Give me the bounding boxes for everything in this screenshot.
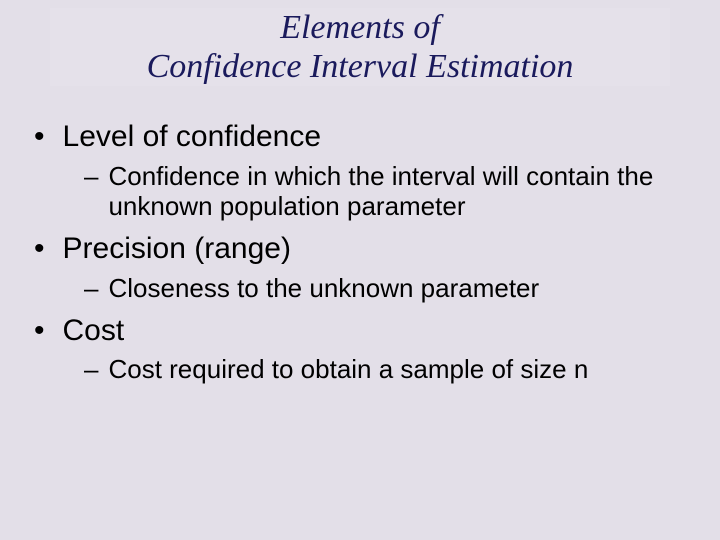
- sub-item: – Closeness to the unknown parameter: [84, 273, 684, 304]
- bullet-label: Level of confidence: [63, 120, 322, 155]
- dash-icon: –: [84, 161, 98, 192]
- bullet-label: Cost: [63, 314, 125, 349]
- sub-item: – Confidence in which the interval will …: [84, 161, 684, 222]
- bullet-label: Precision (range): [63, 232, 291, 267]
- sub-label: Closeness to the unknown parameter: [108, 273, 539, 304]
- dash-icon: –: [84, 273, 98, 304]
- bullet-dot-icon: •: [34, 316, 45, 346]
- bullet-dot-icon: •: [34, 234, 45, 264]
- slide: Elements of Confidence Interval Estimati…: [0, 8, 720, 540]
- bullet-item: • Cost: [28, 314, 720, 349]
- title-line-2: Confidence Interval Estimation: [147, 48, 574, 85]
- dash-icon: –: [84, 354, 98, 385]
- slide-title: Elements of Confidence Interval Estimati…: [50, 8, 670, 86]
- sub-item: – Cost required to obtain a sample of si…: [84, 354, 684, 385]
- slide-body: • Level of confidence – Confidence in wh…: [0, 120, 720, 385]
- sub-label: Confidence in which the interval will co…: [108, 161, 684, 222]
- title-line-1: Elements of: [280, 9, 440, 46]
- title-box: Elements of Confidence Interval Estimati…: [50, 8, 670, 86]
- bullet-dot-icon: •: [34, 122, 45, 152]
- bullet-item: • Precision (range): [28, 232, 720, 267]
- sub-label: Cost required to obtain a sample of size…: [108, 354, 588, 385]
- bullet-item: • Level of confidence: [28, 120, 720, 155]
